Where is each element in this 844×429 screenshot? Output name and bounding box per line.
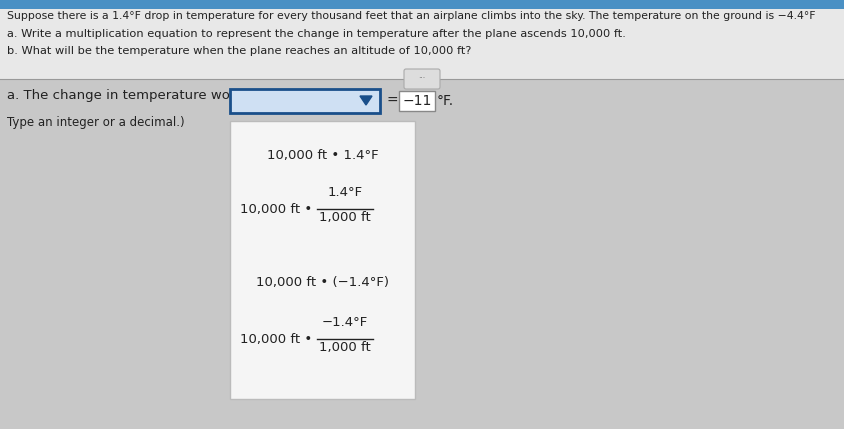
Text: −1.4°F: −1.4°F (322, 316, 367, 329)
FancyBboxPatch shape (0, 9, 844, 79)
Text: 10,000 ft •: 10,000 ft • (240, 332, 312, 345)
FancyBboxPatch shape (230, 89, 380, 113)
FancyBboxPatch shape (230, 121, 414, 399)
Text: =: = (387, 94, 398, 108)
Polygon shape (360, 96, 371, 105)
Text: ···: ··· (418, 75, 425, 84)
Text: a. Write a multiplication equation to represent the change in temperature after : a. Write a multiplication equation to re… (7, 29, 625, 39)
Text: b. What will be the temperature when the plane reaches an altitude of 10,000 ft?: b. What will be the temperature when the… (7, 46, 471, 56)
FancyBboxPatch shape (398, 91, 435, 111)
Text: a. The change in temperature would be: a. The change in temperature would be (7, 89, 271, 102)
Text: 10,000 ft •: 10,000 ft • (240, 202, 312, 215)
Text: 10,000 ft • (−1.4°F): 10,000 ft • (−1.4°F) (256, 276, 388, 289)
FancyBboxPatch shape (0, 0, 844, 9)
Text: −11: −11 (402, 94, 431, 108)
Text: Suppose there is a 1.4°F drop in temperature for every thousand feet that an air: Suppose there is a 1.4°F drop in tempera… (7, 11, 814, 21)
Text: 1.4°F: 1.4°F (327, 186, 362, 199)
Text: 10,000 ft • 1.4°F: 10,000 ft • 1.4°F (267, 149, 378, 162)
Text: 1,000 ft: 1,000 ft (318, 341, 371, 354)
FancyBboxPatch shape (403, 69, 440, 89)
Text: Type an integer or a decimal.): Type an integer or a decimal.) (7, 116, 184, 129)
Text: 1,000 ft: 1,000 ft (318, 211, 371, 224)
Text: °F.: °F. (436, 94, 453, 108)
